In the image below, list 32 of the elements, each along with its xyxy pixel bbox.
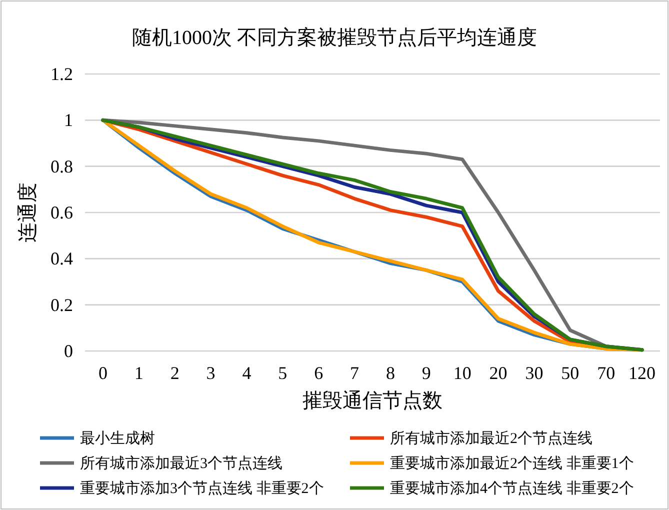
y-tick-label: 0.4 bbox=[50, 248, 73, 269]
legend-label: 重要城市添加最近2个连线 非重要1个 bbox=[390, 455, 634, 472]
x-tick-label: 0 bbox=[98, 363, 108, 383]
legend-label: 重要城市添加3个节点连线 非重要2个 bbox=[80, 480, 324, 497]
legend-label: 所有城市添加最近3个节点连线 bbox=[80, 455, 282, 472]
x-tick-label: 70 bbox=[597, 363, 616, 383]
x-tick-label: 3 bbox=[206, 363, 216, 383]
y-tick-label: 0.6 bbox=[50, 202, 73, 222]
x-tick-label: 30 bbox=[525, 363, 544, 383]
legend-label: 重要城市添加4个节点连线 非重要2个 bbox=[390, 480, 634, 497]
legend-label: 所有城市添加最近2个节点连线 bbox=[390, 430, 592, 447]
x-tick-label: 50 bbox=[561, 363, 580, 383]
y-tick-label: 0.2 bbox=[50, 294, 73, 315]
x-tick-label: 7 bbox=[350, 363, 360, 383]
y-tick-label: 1.2 bbox=[50, 64, 73, 84]
x-tick-label: 2 bbox=[170, 363, 180, 383]
x-tick-label: 20 bbox=[489, 363, 508, 383]
x-tick-label: 4 bbox=[242, 363, 252, 383]
x-tick-label: 120 bbox=[628, 363, 656, 383]
x-tick-label: 10 bbox=[453, 363, 472, 383]
x-tick-label: 5 bbox=[278, 363, 288, 383]
chart-title: 随机1000次 不同方案被摧毁节点后平均连通度 bbox=[132, 26, 537, 49]
x-tick-label: 9 bbox=[422, 363, 431, 383]
y-tick-label: 1 bbox=[64, 110, 73, 130]
x-axis-title: 摧毁通信节点数 bbox=[302, 390, 442, 412]
y-tick-label: 0.8 bbox=[50, 156, 73, 176]
y-tick-label: 0 bbox=[64, 341, 73, 361]
x-tick-label: 1 bbox=[134, 363, 144, 383]
y-axis-title: 连通度 bbox=[17, 182, 39, 242]
x-tick-label: 6 bbox=[314, 363, 324, 383]
x-tick-label: 8 bbox=[386, 363, 395, 383]
legend-label: 最小生成树 bbox=[80, 430, 155, 447]
